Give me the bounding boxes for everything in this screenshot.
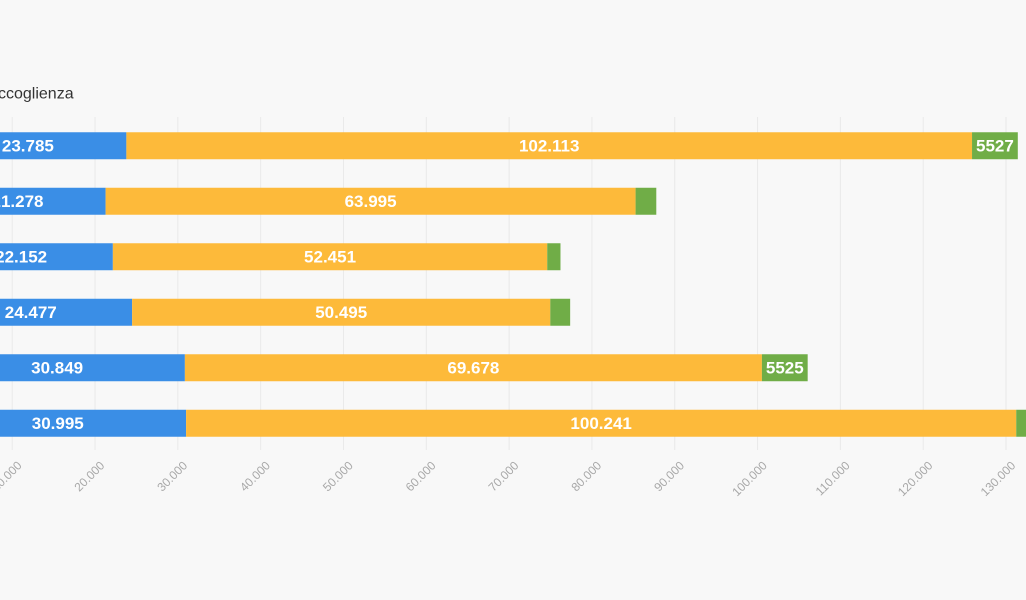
x-tick-label: 20.000 xyxy=(72,458,108,494)
value-label: 102.113 xyxy=(519,136,580,155)
bar-segment xyxy=(0,132,127,160)
x-tick-label: 30.000 xyxy=(154,458,190,494)
value-label: 22.152 xyxy=(0,247,47,266)
bar-segment xyxy=(132,298,551,326)
value-label: 100.241 xyxy=(570,414,631,433)
x-tick-label: 50.000 xyxy=(320,458,356,494)
bar-segment xyxy=(112,243,548,271)
value-label: 21.278 xyxy=(0,192,44,211)
bar-segment xyxy=(761,354,808,382)
x-tick-label: 110.000 xyxy=(813,458,853,498)
x-tick-label: 90.000 xyxy=(651,458,687,494)
value-label: 63.995 xyxy=(345,192,397,211)
x-tick-label: 130.000 xyxy=(978,458,1019,499)
x-tick-label: 40.000 xyxy=(237,458,273,494)
value-label: 50.495 xyxy=(315,303,367,322)
bar-segment xyxy=(0,409,187,437)
x-tick-label: 60.000 xyxy=(403,458,439,494)
value-label: 5525 xyxy=(766,358,804,377)
chart-title: ccoglienza xyxy=(0,86,74,103)
bar-segment xyxy=(186,409,1017,437)
bar-segment xyxy=(105,187,636,215)
grid xyxy=(11,117,1007,450)
value-label: 23.785 xyxy=(2,136,54,155)
value-label: 24.477 xyxy=(5,303,57,322)
x-tick-label: 70.000 xyxy=(486,458,522,494)
value-label: 5527 xyxy=(976,136,1014,155)
x-tick-label: 100.000 xyxy=(729,458,770,499)
bar-segment xyxy=(0,298,133,326)
x-tick-label: 80.000 xyxy=(568,458,604,494)
bar-segment xyxy=(0,354,185,382)
value-label: 30.849 xyxy=(31,358,83,377)
bar-segment xyxy=(972,132,1018,160)
bar-segment xyxy=(184,354,762,382)
bar-segment xyxy=(0,187,106,215)
bar-segment xyxy=(0,243,113,271)
bar-segment xyxy=(1016,409,1026,437)
bar-segment xyxy=(547,243,561,271)
value-label: 52.451 xyxy=(304,247,356,266)
value-label: 30.995 xyxy=(32,414,84,433)
x-tick-label: 10.000 xyxy=(0,458,25,494)
bar-segment xyxy=(550,298,571,326)
bar-segment xyxy=(126,132,973,160)
bar-segment xyxy=(635,187,657,215)
value-label: 69.678 xyxy=(447,358,499,377)
x-tick-label: 120.000 xyxy=(895,458,936,499)
